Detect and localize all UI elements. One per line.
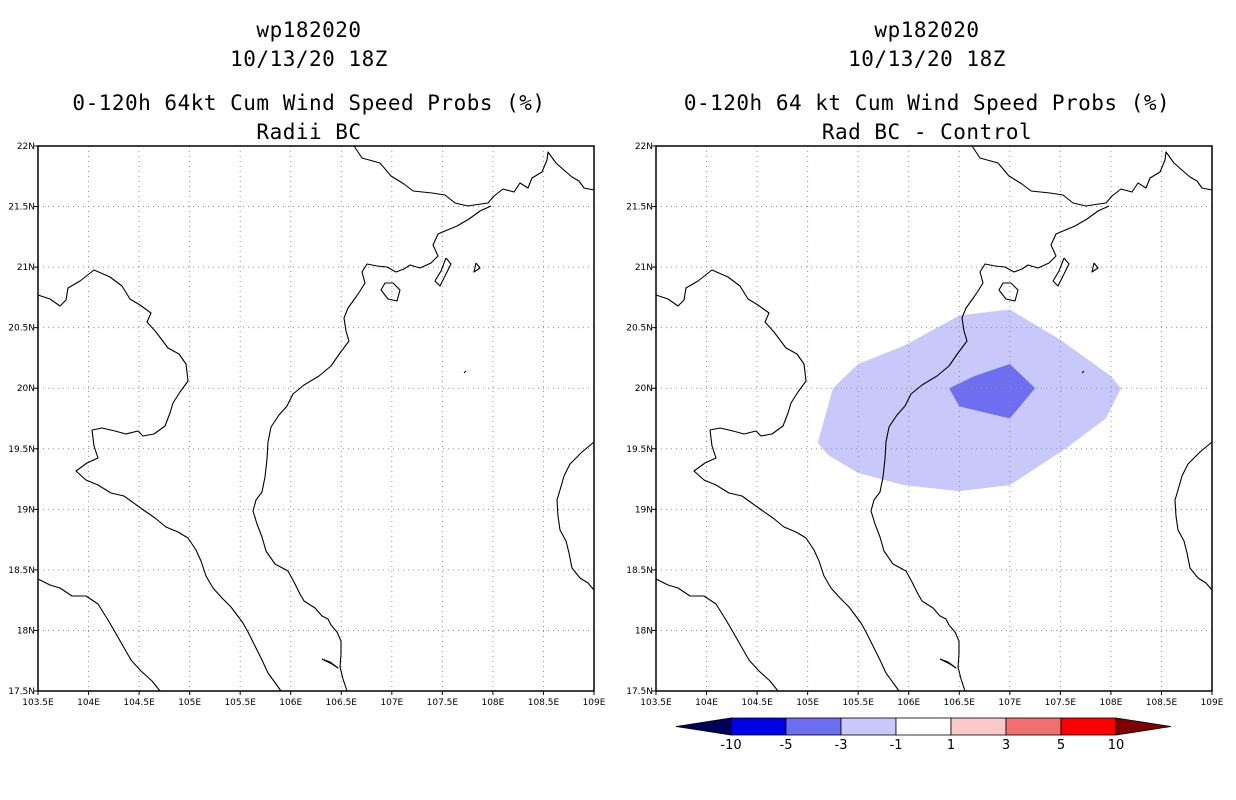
lat-tick-label: 18N (17, 626, 35, 636)
lat-tick-label: 20N (635, 384, 653, 394)
coastline (37, 578, 161, 692)
colorbar-max-arrow (1115, 717, 1172, 736)
coastline (556, 441, 595, 591)
lon-tick-label: 106.5E (944, 698, 976, 708)
colorbar-label: -5 (780, 738, 793, 753)
colorbar: -10 -5 -3 -1 1 3 5 10 (675, 717, 1172, 753)
colorbar-box (840, 717, 897, 736)
coastline (655, 578, 779, 692)
left-map-frame (37, 145, 595, 692)
colorbar-label: 1 (947, 738, 955, 753)
coastline (473, 262, 481, 273)
lon-tick-label: 105.5E (224, 698, 256, 708)
lat-tick-label: 21N (17, 263, 35, 273)
lon-tick-label: 106.5E (326, 698, 358, 708)
lon-tick-label: 105E (796, 698, 819, 708)
right-map-frame (655, 145, 1213, 692)
lat-tick-label: 21N (635, 263, 653, 273)
lat-tick-label: 17.5N (626, 687, 653, 697)
lat-tick-label: 22N (17, 142, 35, 152)
colorbar-label: -10 (720, 738, 741, 753)
colorbar-box (950, 717, 1007, 736)
lon-tick-label: 109E (583, 698, 606, 708)
lon-tick-label: 105E (178, 698, 201, 708)
coastline (1174, 441, 1213, 591)
lat-tick-label: 20.5N (8, 324, 35, 334)
colorbar-label: 3 (1002, 738, 1010, 753)
coastline (939, 658, 957, 669)
lon-tick-label: 104.5E (741, 698, 773, 708)
left-title: 0-120h 64kt Cum Wind Speed Probs (%) (72, 91, 546, 115)
coastline (1081, 370, 1085, 374)
colorbar-box (895, 717, 952, 736)
coastline (1091, 262, 1099, 273)
left-subtitle: Radii BC (256, 120, 362, 144)
lat-tick-label: 20N (17, 384, 35, 394)
lat-tick-label: 18N (635, 626, 653, 636)
lat-tick-label: 19.5N (8, 445, 35, 455)
lat-tick-label: 21.5N (626, 203, 653, 213)
lat-tick-label: 18.5N (626, 566, 653, 576)
colorbar-label: -3 (835, 738, 848, 753)
right-map: 103.5E 104E 104.5E 105E 105.5E 106E 106.5E 107E… (626, 142, 1224, 753)
coastline (1052, 257, 1070, 287)
left-map-panel: wp182020 10/13/20 18Z 0-120h 64kt Cum Wi… (8, 18, 606, 708)
lon-tick-label: 107.5E (427, 698, 459, 708)
lon-tick-label: 106E (897, 698, 920, 708)
lon-tick-label: 103.5E (640, 698, 672, 708)
lat-tick-label: 22N (635, 142, 653, 152)
lat-tick-label: 18.5N (8, 566, 35, 576)
colorbar-box (1005, 717, 1062, 736)
lon-tick-label: 104E (695, 698, 718, 708)
lon-tick-label: 108E (481, 698, 504, 708)
colorbar-box (785, 717, 842, 736)
coastline (870, 205, 1110, 692)
right-storm-id: wp182020 (874, 18, 980, 42)
lon-tick-label: 104.5E (123, 698, 155, 708)
lat-tick-label: 19N (635, 505, 653, 515)
right-title: 0-120h 64 kt Cum Wind Speed Probs (%) (683, 91, 1171, 115)
coastline (998, 282, 1019, 302)
lat-tick-label: 19N (17, 505, 35, 515)
left-datetime: 10/13/20 18Z (230, 47, 388, 71)
lon-tick-label: 107E (998, 698, 1021, 708)
lat-tick-label: 21.5N (8, 203, 35, 213)
right-subtitle: Rad BC - Control (821, 120, 1033, 144)
right-map-panel: wp182020 10/13/20 18Z 0-120h 64 kt Cum W… (618, 0, 1236, 800)
lon-tick-label: 109E (1201, 698, 1224, 708)
coastline (321, 658, 339, 669)
coastline (252, 205, 492, 692)
lon-tick-label: 108.5E (1146, 698, 1178, 708)
colorbar-label: -1 (890, 738, 903, 753)
colorbar-min-arrow (675, 717, 732, 736)
lon-tick-label: 107E (380, 698, 403, 708)
lon-tick-label: 108E (1099, 698, 1122, 708)
coastline (37, 269, 282, 692)
colorbar-box (1060, 717, 1117, 736)
lat-tick-label: 20.5N (626, 324, 653, 334)
lon-tick-label: 107.5E (1045, 698, 1077, 708)
left-map: 103.5E 104E 104.5E 105E 105.5E 106E 106.5E 107E… (8, 142, 606, 708)
coastline (380, 282, 401, 302)
colorbar-label: 10 (1108, 738, 1125, 753)
coastline (971, 145, 1213, 207)
colorbar-box (730, 717, 787, 736)
coastline (434, 257, 452, 287)
lon-tick-label: 105.5E (842, 698, 874, 708)
colorbar-label: 5 (1057, 738, 1065, 753)
lat-tick-label: 19.5N (626, 445, 653, 455)
lon-tick-label: 106E (279, 698, 302, 708)
right-datetime: 10/13/20 18Z (848, 47, 1006, 71)
left-storm-id: wp182020 (256, 18, 362, 42)
coastline (463, 370, 467, 374)
lat-tick-label: 17.5N (8, 687, 35, 697)
lon-tick-label: 104E (77, 698, 100, 708)
lon-tick-label: 103.5E (22, 698, 54, 708)
coastline (655, 269, 900, 692)
coastline (353, 145, 595, 207)
prob-diff-contour-dark (949, 364, 1036, 419)
lon-tick-label: 108.5E (528, 698, 560, 708)
